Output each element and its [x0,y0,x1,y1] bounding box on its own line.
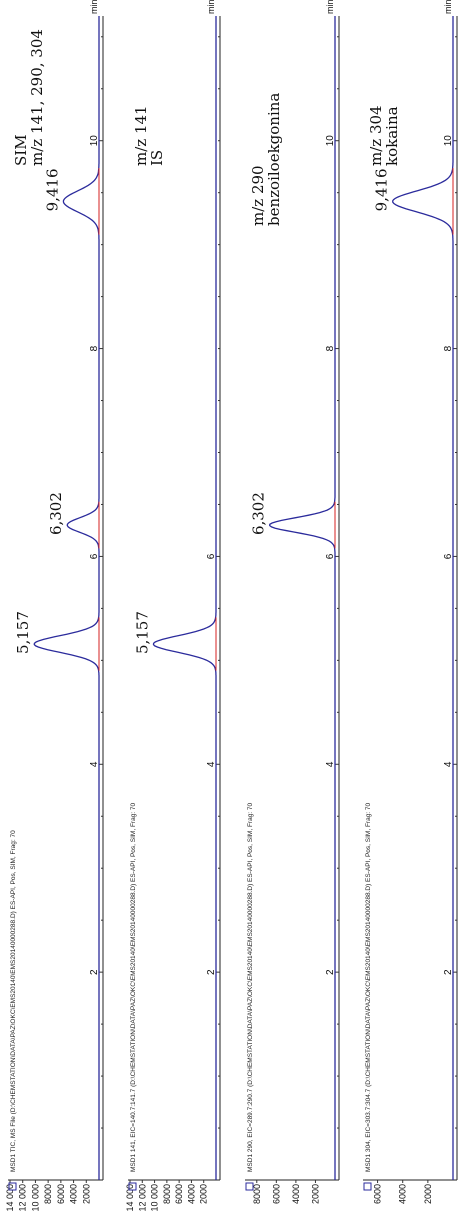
y-tick-label: 10 000 [150,1184,160,1212]
x-unit-label: min [206,0,216,14]
panel-annotation-line: IS [148,150,166,166]
y-tick-label: 8000 [43,1184,53,1204]
legend-swatch [8,1182,17,1191]
signal-trace [392,16,454,1180]
x-tick-label: 6 [325,553,336,559]
x-tick-label: 2 [206,969,217,975]
panel-4: 2000 4000 6000 2 4 6 8 10 MSD1 304, EIC=303.7:30… [363,0,458,1204]
y-tick-label: 6000 [271,1184,281,1204]
signal-trace [269,16,336,1180]
y-tick-label: 2000 [423,1184,433,1204]
x-tick-label: 4 [206,761,217,767]
legend-swatch [363,1182,372,1191]
panel-annotation-line: m/z 141 [132,105,150,166]
y-tick-label: 8000 [252,1184,262,1204]
x-tick-label: 8 [89,345,100,351]
y-tick-label: 2000 [199,1184,209,1204]
y-tick-label: 2000 [81,1184,91,1204]
x-tick-label: 4 [443,761,454,767]
panel-3: 2000 4000 6000 8000 2 4 6 8 10 MSD1 290, EIC=289.… [245,0,340,1204]
y-tick-label: 6000 [373,1184,383,1204]
panel-header: MSD1 TIC, MS File (D:\CHEMSTATION\DATA\P… [10,830,17,1172]
peak-label: 9,416 [43,168,61,211]
y-tick-label: 8000 [162,1184,172,1204]
x-unit-label: min [325,0,335,14]
x-tick-label: 8 [325,345,336,351]
panel-header: MSD1 141, EIC=140.7:141.7 (D:\CHEMSTATIO… [130,802,137,1172]
x-tick-label: 6 [443,553,454,559]
x-tick-label: 6 [206,553,217,559]
y-tick-label: 2000 [310,1184,320,1204]
y-tick-label: 12 000 [137,1184,147,1212]
y-tick-label: 14 000 [5,1184,15,1212]
x-tick-label: 2 [89,969,100,975]
x-tick-label: 6 [89,553,100,559]
peak-label: 9,416 [373,168,391,211]
x-tick-label: 4 [89,761,100,767]
signal-trace [33,16,100,1180]
panel-annotation-line: SIM [12,134,30,166]
peak-label: 5,157 [14,611,32,654]
y-tick-label: 4000 [69,1184,79,1204]
x-tick-label: 10 [443,135,454,147]
legend-swatch [245,1182,254,1191]
y-tick-label: 4000 [398,1184,408,1204]
panel-annotation-line: m/z 141, 290, 304 [28,29,46,166]
peak-label: 6,302 [47,492,65,535]
panel-annotation-line: m/z 304 [367,105,385,166]
y-tick-label: 6000 [174,1184,184,1204]
x-tick-label: 10 [325,135,336,147]
panel-header: MSD1 290, EIC=289.7:290.7 (D:\CHEMSTATIO… [247,802,254,1172]
x-unit-label: min [89,0,99,14]
x-tick-label: 2 [443,969,454,975]
peak-label: 6,302 [249,492,267,535]
x-unit-label: min [443,0,453,14]
y-tick-label: 14 000 [125,1184,135,1212]
peak-label: 5,157 [133,611,151,654]
y-tick-label: 4000 [291,1184,301,1204]
panel-annotation-line: kokaina [383,106,401,166]
x-tick-label: 4 [325,761,336,767]
signal-trace [152,16,217,1180]
legend-swatch [128,1182,137,1191]
x-tick-label: 10 [89,135,100,147]
y-tick-label: 6000 [56,1184,66,1204]
y-tick-label: 4000 [186,1184,196,1204]
x-tick-label: 8 [443,345,454,351]
panel-annotation-line: benzoiloekgonina [265,93,283,226]
y-tick-label: 12 000 [18,1184,28,1212]
y-tick-label: 10 000 [30,1184,40,1212]
x-tick-label: 2 [325,969,336,975]
panel-header: MSD1 304, EIC=303.7:304.7 (D:\CHEMSTATIO… [365,802,372,1172]
panel-annotation-line: m/z 290 [249,165,267,226]
